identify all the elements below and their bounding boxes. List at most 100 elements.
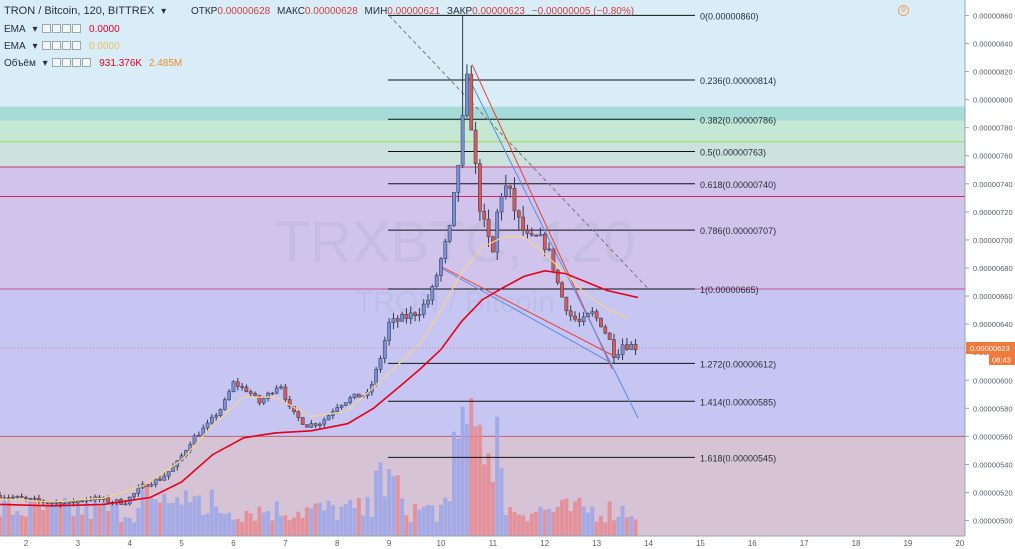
volume-bar bbox=[482, 464, 487, 536]
candle-body bbox=[512, 188, 517, 212]
indicator-buttons[interactable] bbox=[42, 24, 82, 35]
volume-bar bbox=[49, 501, 54, 536]
candle-body bbox=[279, 386, 283, 389]
fib-zone bbox=[0, 120, 965, 142]
chevron-down-icon[interactable]: ▾ bbox=[32, 41, 38, 52]
settings-icon[interactable] bbox=[52, 24, 62, 33]
volume-bar bbox=[348, 499, 353, 536]
volume-bar bbox=[123, 517, 128, 536]
volume-bar bbox=[387, 468, 392, 536]
chevron-down-icon[interactable]: ▾ bbox=[161, 6, 167, 17]
volume-bar bbox=[508, 507, 513, 536]
candle-body bbox=[560, 282, 564, 298]
candle-body bbox=[162, 475, 167, 481]
close-icon[interactable] bbox=[82, 58, 92, 67]
indicator-buttons[interactable] bbox=[42, 41, 82, 52]
volume-bar bbox=[205, 513, 210, 536]
candle-body bbox=[149, 484, 154, 487]
volume-bar bbox=[585, 512, 590, 536]
eye-icon[interactable] bbox=[42, 24, 52, 33]
add-icon[interactable] bbox=[72, 58, 82, 67]
candle-body bbox=[313, 423, 318, 426]
symbol-title[interactable]: TRON / Bitcoin, 120, BITTREX bbox=[4, 5, 155, 17]
volume-bar bbox=[447, 501, 452, 536]
header-row: TRON / Bitcoin, 120, BITTREX ▾ ОТКР0.000… bbox=[4, 4, 642, 18]
candle-body bbox=[387, 322, 391, 341]
volume-bar bbox=[633, 519, 638, 536]
candle-body bbox=[344, 402, 348, 406]
indicator-name: EMA bbox=[4, 24, 26, 35]
indicator-buttons[interactable] bbox=[52, 58, 92, 69]
time-tick-label: 4 bbox=[127, 539, 132, 548]
candle-body bbox=[469, 73, 474, 131]
volume-bar bbox=[426, 505, 431, 536]
volume-bar bbox=[287, 519, 292, 536]
candles bbox=[0, 15, 638, 508]
volume-bar bbox=[84, 500, 89, 536]
settings-icon[interactable] bbox=[62, 58, 72, 67]
volume-bar bbox=[434, 521, 439, 536]
close-icon[interactable] bbox=[72, 24, 82, 33]
volume-bar bbox=[71, 515, 76, 536]
volume-bar bbox=[534, 511, 539, 536]
price-tick-label: 0.00000700 bbox=[973, 236, 1013, 245]
candle-body bbox=[499, 195, 504, 213]
candle-body bbox=[270, 392, 275, 395]
candle-body bbox=[50, 502, 54, 504]
candle-body bbox=[421, 303, 426, 315]
volume-bar bbox=[183, 490, 188, 536]
volume-bar bbox=[279, 515, 284, 536]
chevron-down-icon[interactable]: ▾ bbox=[32, 24, 38, 35]
candle-body bbox=[486, 218, 491, 238]
volume-bar bbox=[97, 505, 102, 536]
volume-bar bbox=[41, 510, 46, 536]
indicator-row-ema-fast[interactable]: EMA ▾ 0.0000 bbox=[4, 40, 124, 54]
volume-bar bbox=[291, 517, 296, 536]
volume-bar bbox=[192, 496, 197, 536]
candle-body bbox=[456, 165, 461, 193]
volume-bar bbox=[616, 516, 621, 536]
indicator-row-volume[interactable]: Объём ▾ 931.376K 2.485M bbox=[4, 57, 186, 71]
volume-bar bbox=[555, 506, 560, 536]
volume-bar bbox=[438, 504, 443, 536]
volume-bar bbox=[469, 398, 474, 536]
candle-body bbox=[404, 313, 409, 319]
candle-body bbox=[283, 386, 288, 400]
fib-level-label: 0.382(0.00000786) bbox=[700, 115, 776, 125]
candle-body bbox=[356, 393, 361, 398]
volume-bar bbox=[266, 511, 271, 536]
candle-body bbox=[339, 405, 344, 408]
chevron-down-icon[interactable]: ▾ bbox=[42, 58, 48, 69]
volume-bar bbox=[149, 497, 154, 536]
volume-bar bbox=[179, 504, 184, 536]
fib-level-label: 1.618(0.00000545) bbox=[700, 453, 776, 463]
candle-body bbox=[581, 316, 586, 322]
fib-zone bbox=[0, 289, 965, 437]
time-tick-label: 13 bbox=[592, 539, 601, 548]
price-tick-label: 0.00000640 bbox=[973, 320, 1013, 329]
volume-bar bbox=[93, 501, 98, 536]
volume-bar bbox=[144, 484, 149, 536]
eye-icon[interactable] bbox=[42, 41, 52, 50]
volume-bar bbox=[495, 416, 500, 536]
candle-body bbox=[214, 415, 219, 418]
volume-bar bbox=[443, 497, 448, 536]
close-icon[interactable] bbox=[72, 41, 82, 50]
volume-bar bbox=[538, 506, 543, 536]
settings-icon[interactable]: ⚙ bbox=[898, 5, 909, 16]
eye-icon[interactable] bbox=[52, 58, 62, 67]
candle-body bbox=[352, 393, 357, 398]
add-icon[interactable] bbox=[62, 41, 72, 50]
add-icon[interactable] bbox=[62, 24, 72, 33]
fib-level-label: 0.5(0.00000763) bbox=[700, 148, 766, 158]
volume-bar bbox=[166, 503, 171, 536]
price-tag: 0.00000623 08:43 bbox=[0, 341, 1015, 365]
candle-body bbox=[555, 269, 560, 284]
time-axis: 2 3 4 5 6 7 8 9 10 11 12 13 14 15 16 17 18 19 20 bbox=[0, 535, 1015, 549]
settings-icon[interactable] bbox=[52, 41, 62, 50]
candle-body bbox=[37, 498, 41, 501]
indicator-row-ema-slow[interactable]: EMA ▾ 0.0000 bbox=[4, 23, 124, 37]
volume-bar bbox=[603, 522, 608, 536]
candle-body bbox=[261, 398, 266, 404]
